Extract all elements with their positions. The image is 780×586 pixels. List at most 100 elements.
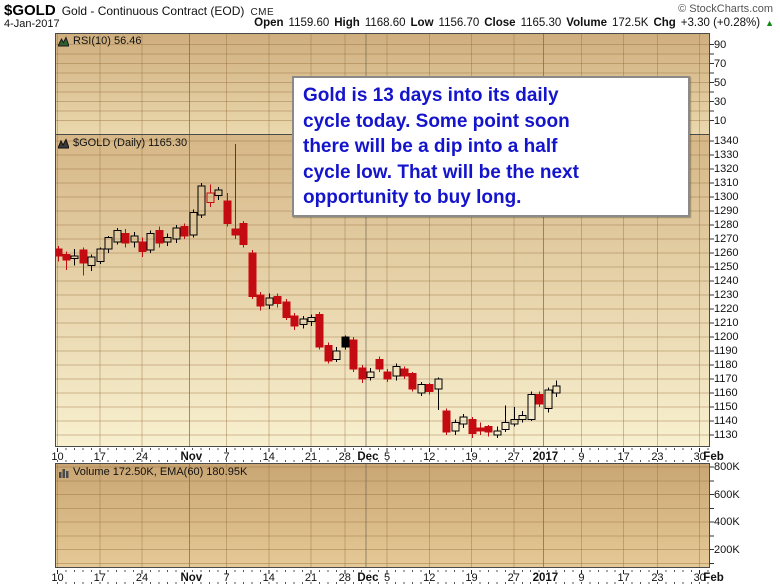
date-axis-week-label: 19 bbox=[465, 572, 478, 584]
price-axis-label: 1150 bbox=[714, 401, 738, 413]
annotation-line: cycle today. Some point soon bbox=[303, 110, 570, 132]
close-label: Close bbox=[484, 17, 516, 29]
low-value: 1156.70 bbox=[438, 17, 480, 29]
rsi-area-icon bbox=[58, 35, 69, 46]
price-axis-label: 1340 bbox=[714, 135, 739, 147]
volume-label: Volume bbox=[566, 17, 607, 29]
rsi-axis-label: 50 bbox=[714, 76, 727, 89]
date-axis-month-label: Feb bbox=[703, 451, 724, 463]
price-axis-label: 1330 bbox=[714, 149, 739, 161]
annotation-line: opportunity to buy long. bbox=[303, 187, 522, 208]
price-axis-label: 1310 bbox=[714, 177, 739, 189]
date-axis-week-label: 24 bbox=[135, 572, 149, 584]
chg-value: +3.30 (+0.28%) bbox=[680, 17, 761, 29]
annotation-line: cycle low. That will be the next bbox=[303, 161, 579, 183]
price-axis-label: 1220 bbox=[714, 303, 739, 315]
annotation-line: there will be a dip into a half bbox=[303, 136, 558, 157]
quote-summary-row: Open 1159.60 High 1168.60 Low 1156.70 Cl… bbox=[254, 17, 774, 29]
price-axis-label: 1160 bbox=[714, 387, 738, 399]
volume-axis-label: 600K bbox=[714, 488, 740, 501]
date-axis-week-label: 17 bbox=[617, 451, 630, 463]
date-axis-week-label: 10 bbox=[51, 572, 64, 584]
volume-axis-label: 400K bbox=[714, 516, 740, 528]
date-axis-week-label: 23 bbox=[651, 451, 664, 463]
date-axis-week-label: 14 bbox=[262, 451, 275, 463]
change-up-triangle-icon: ▲ bbox=[765, 17, 774, 28]
date-axis-month-label: Nov bbox=[180, 451, 203, 463]
high-value: 1168.60 bbox=[364, 17, 406, 29]
rsi-axis-label: 90 bbox=[714, 38, 727, 51]
price-axis-label: 1250 bbox=[714, 261, 739, 273]
price-area-icon bbox=[58, 137, 69, 148]
date-axis-week-label: 7 bbox=[223, 572, 230, 584]
open-value: 1159.60 bbox=[288, 17, 330, 29]
date-axis-month-label: Dec bbox=[357, 451, 379, 463]
price-panel-label-text: $GOLD (Daily) 1165.30 bbox=[73, 137, 188, 149]
rsi-panel-label-text: RSI(10) 56.46 bbox=[73, 35, 142, 47]
price-axis-label: 1240 bbox=[714, 275, 739, 287]
open-label: Open bbox=[254, 17, 284, 29]
price-axis-label: 1140 bbox=[714, 415, 738, 427]
volume-bars-icon bbox=[59, 468, 69, 478]
rsi-axis-label: 30 bbox=[714, 95, 727, 108]
price-axis-label: 1300 bbox=[714, 191, 739, 203]
date-axis-week-label: 27 bbox=[507, 451, 520, 463]
price-axis-label: 1260 bbox=[714, 247, 739, 259]
exchange-label: CME bbox=[250, 7, 275, 18]
date-axis-week-label: 19 bbox=[465, 451, 478, 463]
annotation-line: Gold is 13 days into its daily bbox=[303, 85, 559, 106]
date-axis-month-label: Nov bbox=[180, 572, 203, 584]
date-axis-week-label: 9 bbox=[578, 572, 585, 584]
quote-date: 4-Jan-2017 bbox=[4, 18, 60, 30]
date-axis-week-label: 9 bbox=[578, 451, 585, 463]
date-axis-week-label: 28 bbox=[338, 451, 351, 463]
date-axis-month-label: Dec bbox=[357, 572, 379, 584]
price-axis-label: 1190 bbox=[714, 345, 738, 357]
price-axis-label: 1280 bbox=[714, 219, 739, 231]
date-axis-week-label: 28 bbox=[338, 572, 351, 584]
rsi-axis-label: 10 bbox=[714, 114, 727, 127]
price-axis-label: 1130 bbox=[714, 429, 738, 441]
price-axis-label: 1170 bbox=[714, 373, 738, 385]
date-axis-week-label: 30 bbox=[693, 572, 706, 584]
date-axis-week-label: 10 bbox=[51, 451, 64, 463]
symbol-description: Gold - Continuous Contract (EOD) bbox=[61, 4, 245, 18]
price-panel-label: $GOLD (Daily) 1165.30 bbox=[58, 137, 187, 149]
date-axis-week-label: 7 bbox=[223, 451, 230, 463]
date-axis-month-label: 2017 bbox=[532, 451, 559, 463]
date-axis-week-label: 21 bbox=[304, 572, 318, 584]
volume-value: 172.5K bbox=[611, 17, 649, 29]
date-axis-week-label: 5 bbox=[383, 572, 391, 584]
close-value: 1165.30 bbox=[520, 17, 562, 29]
price-axis-label: 1270 bbox=[714, 233, 739, 245]
volume-axis-label: 800K bbox=[714, 461, 740, 473]
price-axis-label: 1200 bbox=[714, 331, 739, 343]
symbol: $GOLD bbox=[4, 2, 56, 19]
date-axis-week-label: 27 bbox=[507, 572, 520, 584]
stockcharts-copyright: © StockCharts.com bbox=[678, 3, 773, 15]
date-axis-week-label: 21 bbox=[304, 451, 318, 463]
price-axis-label: 1210 bbox=[714, 317, 739, 329]
annotation-box: Gold is 13 days into its daily cycle tod… bbox=[292, 76, 690, 217]
date-axis-week-label: 17 bbox=[93, 451, 106, 463]
low-label: Low bbox=[410, 17, 434, 29]
volume-panel bbox=[55, 463, 710, 568]
volume-panel-label-text: Volume 172.50K, EMA(60) 180.95K bbox=[73, 466, 248, 478]
date-axis-week-label: 5 bbox=[383, 451, 391, 463]
price-axis-label: 1320 bbox=[714, 163, 739, 175]
date-axis-week-label: 30 bbox=[693, 451, 706, 463]
date-axis-month-label: Feb bbox=[703, 572, 724, 584]
date-axis-week-label: 14 bbox=[262, 572, 275, 584]
volume-axis-label: 200K bbox=[714, 543, 740, 556]
volume-panel-label: Volume 172.50K, EMA(60) 180.95K bbox=[58, 466, 247, 478]
date-axis-week-label: 12 bbox=[423, 572, 436, 584]
date-axis-week-label: 17 bbox=[617, 572, 630, 584]
price-axis-label: 1180 bbox=[714, 359, 738, 371]
date-axis-week-label: 23 bbox=[651, 572, 664, 584]
rsi-panel-label: RSI(10) 56.46 bbox=[58, 35, 141, 47]
rsi-axis-label: 70 bbox=[714, 57, 727, 70]
price-axis-label: 1290 bbox=[714, 205, 739, 217]
date-axis-week-label: 17 bbox=[93, 572, 106, 584]
date-axis-month-label: 2017 bbox=[532, 572, 559, 584]
